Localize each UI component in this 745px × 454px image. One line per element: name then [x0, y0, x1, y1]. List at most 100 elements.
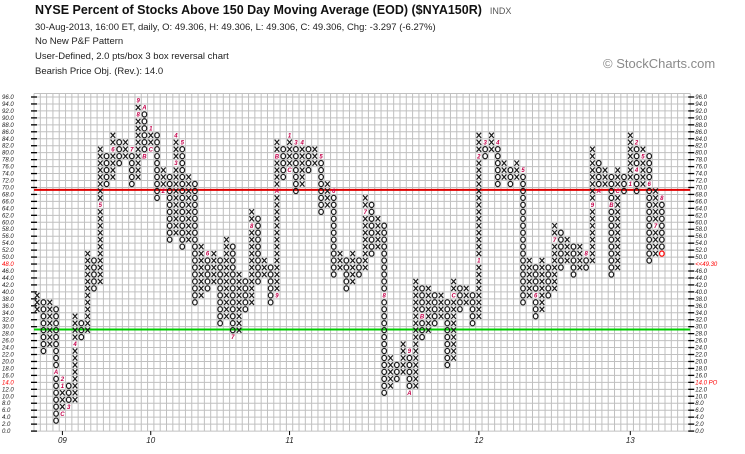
- x-box: [135, 153, 141, 160]
- x-box: [476, 292, 482, 299]
- x-box: [211, 264, 217, 271]
- x-box: [248, 278, 255, 285]
- o-box: [646, 257, 653, 264]
- o-box: [368, 201, 375, 209]
- o-box: [116, 145, 123, 153]
- o-box: [381, 243, 388, 250]
- o-box: [545, 285, 552, 292]
- o-box: [166, 208, 173, 216]
- x-box: [236, 306, 242, 313]
- o-box: [40, 333, 47, 341]
- x-box: [589, 236, 596, 243]
- o-box: [658, 229, 665, 236]
- o-box: [356, 257, 362, 264]
- y-tick-label-right: 62.0: [695, 213, 707, 219]
- month-label: 1: [288, 133, 292, 139]
- brand-watermark: © StockCharts.com: [603, 56, 716, 71]
- y-tick-label-right: 72.0: [695, 179, 707, 185]
- x-box: [72, 396, 78, 403]
- y-tick-label-right: 96.0: [695, 95, 707, 101]
- month-label: B: [609, 203, 614, 209]
- x-box: [476, 146, 482, 153]
- x-box: [248, 292, 255, 299]
- x-box: [602, 181, 608, 187]
- month-label: 6: [206, 252, 210, 258]
- x-box: [589, 243, 596, 250]
- x-box: [72, 375, 78, 382]
- x-box: [47, 306, 53, 313]
- month-label: 7: [364, 210, 368, 216]
- x-box: [400, 361, 406, 368]
- month-label: A: [141, 106, 146, 112]
- x-box: [274, 229, 280, 236]
- o-box: [53, 403, 59, 410]
- o-box: [330, 264, 337, 271]
- x-box: [299, 174, 305, 181]
- x-box: [299, 153, 305, 160]
- o-box: [381, 347, 388, 355]
- o-box: [520, 180, 526, 188]
- x-box: [589, 153, 596, 160]
- x-box: [299, 167, 305, 174]
- o-box: [292, 159, 299, 167]
- x-box: [173, 187, 179, 194]
- x-box: [97, 257, 104, 264]
- o-box: [381, 229, 388, 236]
- month-label: 1: [149, 126, 153, 132]
- o-box: [494, 173, 501, 181]
- o-box: [419, 299, 425, 306]
- o-box: [141, 139, 148, 146]
- y-tick-label-right: 60.0: [695, 220, 707, 226]
- chart-settings: User-Defined, 2.0 pts/box 3 box reversal…: [35, 51, 229, 62]
- o-box: [179, 201, 186, 209]
- month-label: 8: [584, 252, 588, 258]
- y-tick-label-right: 14.0 PO: [695, 380, 717, 386]
- o-box: [608, 215, 615, 222]
- x-box: [72, 327, 78, 334]
- x-box: [135, 167, 141, 174]
- x-box: [84, 278, 91, 285]
- o-box: [343, 257, 350, 264]
- y-tick-label-left: 96.0: [2, 95, 14, 101]
- x-box: [173, 201, 179, 208]
- o-box: [608, 187, 615, 195]
- o-box: [393, 368, 400, 376]
- x-box: [438, 313, 444, 320]
- o-box: [154, 152, 160, 160]
- o-box: [608, 264, 615, 271]
- x-box: [147, 139, 154, 146]
- o-box: [217, 257, 224, 264]
- o-box: [646, 173, 653, 181]
- y-tick-label-left: 36.0: [2, 304, 14, 310]
- x-box: [274, 201, 280, 208]
- o-box: [53, 382, 59, 390]
- o-box: [217, 278, 224, 285]
- x-box: [223, 257, 230, 264]
- x-box: [198, 292, 204, 299]
- o-box: [280, 145, 287, 153]
- o-box: [179, 152, 186, 160]
- x-box: [539, 299, 545, 306]
- o-box: [381, 320, 388, 327]
- o-box: [343, 271, 350, 278]
- o-box: [381, 306, 388, 313]
- x-box: [589, 187, 596, 194]
- x-box: [413, 382, 419, 389]
- x-box: [223, 243, 230, 250]
- x-box: [274, 181, 280, 187]
- x-box: [135, 139, 141, 146]
- o-box: [267, 264, 274, 271]
- o-box: [381, 236, 388, 243]
- x-box: [413, 361, 419, 368]
- o-box: [78, 326, 85, 334]
- x-box: [362, 243, 369, 250]
- y-tick-label-left: 74.0: [2, 172, 14, 178]
- x-box: [72, 361, 78, 368]
- x-box: [375, 215, 381, 222]
- x-box: [614, 229, 621, 236]
- o-box: [570, 250, 577, 257]
- o-box: [255, 264, 261, 271]
- o-box: [65, 396, 72, 403]
- x-box: [413, 334, 419, 341]
- x-box: [488, 146, 495, 153]
